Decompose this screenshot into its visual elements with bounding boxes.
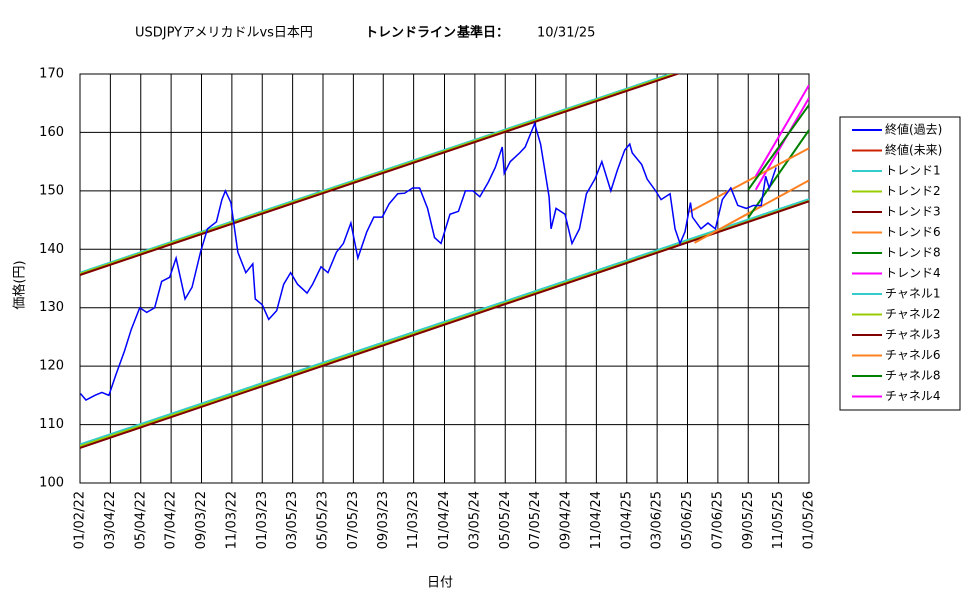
y-tick-label: 150 <box>39 183 64 198</box>
plot-lines <box>80 74 809 449</box>
x-tick-label: 05/05/24 <box>498 491 513 549</box>
legend-label: チャネル1 <box>885 287 941 301</box>
series-line <box>747 129 809 219</box>
legend-box <box>839 116 961 411</box>
series-line <box>80 198 809 446</box>
x-tick-label: 09/05/25 <box>741 491 756 549</box>
x-tick-label: 11/03/22 <box>224 491 239 549</box>
chart-title: USDJPYアメリカドルvs日本円 <box>135 26 313 41</box>
x-tick-label: 01/02/22 <box>73 491 88 549</box>
legend-label: チャネル2 <box>885 307 941 321</box>
x-tick-label: 07/06/25 <box>710 491 725 549</box>
legend-label: トレンド8 <box>885 246 941 260</box>
x-tick-label: 01/04/24 <box>437 491 452 549</box>
base-date: 10/31/25 <box>537 26 595 41</box>
x-tick-label: 09/03/22 <box>194 491 209 549</box>
x-tick-label: 03/06/25 <box>650 491 665 549</box>
series-line <box>754 84 809 177</box>
series-line <box>747 104 809 191</box>
legend-label: 終値(未来) <box>885 142 942 157</box>
y-tick-label: 130 <box>39 300 64 315</box>
x-tick-label: 03/04/22 <box>103 491 118 549</box>
x-tick-label: 11/03/23 <box>406 491 421 549</box>
x-tick-label: 09/03/23 <box>376 491 391 549</box>
x-tick-label: 01/03/23 <box>255 491 270 549</box>
y-axis-label: 価格(円) <box>12 260 28 309</box>
y-tick-label: 110 <box>39 417 64 432</box>
legend-label: トレンド1 <box>885 164 941 178</box>
legend-label: トレンド3 <box>885 205 941 219</box>
x-tick-label: 05/04/22 <box>133 491 148 549</box>
series-line <box>80 200 809 449</box>
x-tick-label: 07/05/24 <box>528 491 543 549</box>
chart-subtitle: トレンドライン <box>365 26 456 41</box>
legend-label: トレンド6 <box>885 225 941 239</box>
x-tick-label: 01/05/26 <box>802 491 817 549</box>
x-tick-label: 05/05/23 <box>316 491 331 549</box>
y-tick-label: 140 <box>39 242 64 257</box>
series-line <box>80 121 777 401</box>
y-tick-label: 160 <box>39 125 64 140</box>
legend-label: チャネル4 <box>885 389 941 403</box>
legend-label: チャネル6 <box>885 348 941 362</box>
x-tick-label: 05/06/25 <box>680 491 695 549</box>
series-line <box>80 74 677 275</box>
x-axis-label: 日付 <box>427 576 453 591</box>
x-tick-label: 07/05/23 <box>346 491 361 549</box>
legend-label: トレンド4 <box>885 266 941 280</box>
y-tick-label: 170 <box>39 67 64 82</box>
y-tick-label: 100 <box>39 476 64 491</box>
x-tick-label: 11/04/24 <box>589 491 604 549</box>
x-tick-label: 09/04/24 <box>559 491 574 549</box>
series-line <box>80 74 674 274</box>
x-tick-label: 07/04/22 <box>164 491 179 549</box>
legend-label: チャネル3 <box>885 328 941 342</box>
legend-label: トレンド2 <box>885 184 941 198</box>
legend-label: 終値(過去) <box>885 122 942 137</box>
plot-border <box>79 73 810 484</box>
x-tick-label: 03/05/23 <box>285 491 300 549</box>
series-line <box>689 147 809 213</box>
x-tick-label: 01/04/25 <box>619 491 634 549</box>
x-tick-label: 03/05/24 <box>467 491 482 549</box>
base-label: 基準日： <box>456 25 509 41</box>
y-tick-label: 120 <box>39 359 64 374</box>
legend-label: チャネル8 <box>885 369 941 383</box>
x-tick-label: 11/05/25 <box>771 491 786 549</box>
series-line <box>80 74 681 276</box>
